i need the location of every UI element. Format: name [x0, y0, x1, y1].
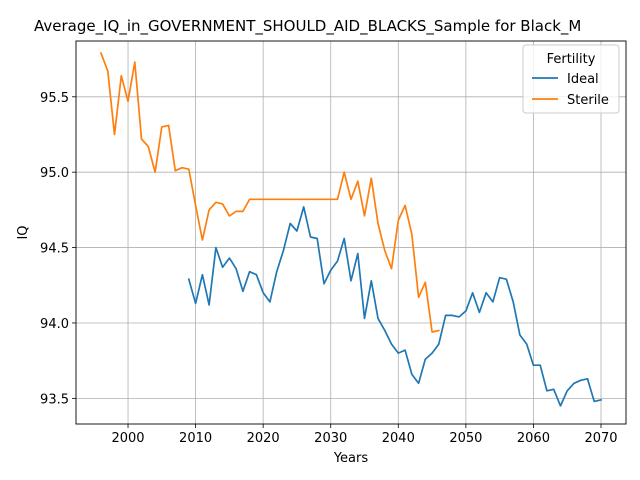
series-line-sterile [99, 52, 440, 333]
x-tick-label: 2010 [179, 431, 212, 446]
y-tick-label: 95.0 [40, 166, 69, 181]
legend-box [522, 44, 620, 114]
legend-label-ideal: Ideal [567, 72, 599, 87]
axis-ticks: 2000 2010 2020 2030 2040 2050 2060 2070 93.5 94.0… [40, 91, 618, 446]
legend-title: Fertility [547, 52, 596, 67]
legend-label-sterile: Sterile [567, 93, 609, 108]
y-tick-label: 94.5 [40, 242, 69, 257]
chart-title: Average_IQ_in_GOVERNMENT_SHOULD_AID_BLAC… [34, 17, 581, 36]
x-tick-label: 2030 [314, 431, 347, 446]
x-tick-label: 2000 [111, 431, 144, 446]
y-tick-label: 94.0 [40, 317, 69, 332]
x-axis-label: Years [333, 451, 369, 466]
y-axis-label: IQ [16, 225, 31, 239]
legend-items: Ideal Sterile [532, 72, 609, 108]
series-line-ideal [187, 206, 603, 407]
x-tick-label: 2020 [247, 431, 280, 446]
series-lines [99, 52, 603, 407]
x-tick-label: 2040 [382, 431, 415, 446]
y-tick-label: 93.5 [40, 392, 69, 407]
x-tick-label: 2060 [517, 431, 550, 446]
x-tick-label: 2050 [449, 431, 482, 446]
x-tick-label: 2070 [584, 431, 617, 446]
plot-area-frame [75, 40, 627, 425]
legend: Fertility Ideal Sterile [522, 44, 620, 114]
y-tick-label: 95.5 [40, 91, 69, 106]
